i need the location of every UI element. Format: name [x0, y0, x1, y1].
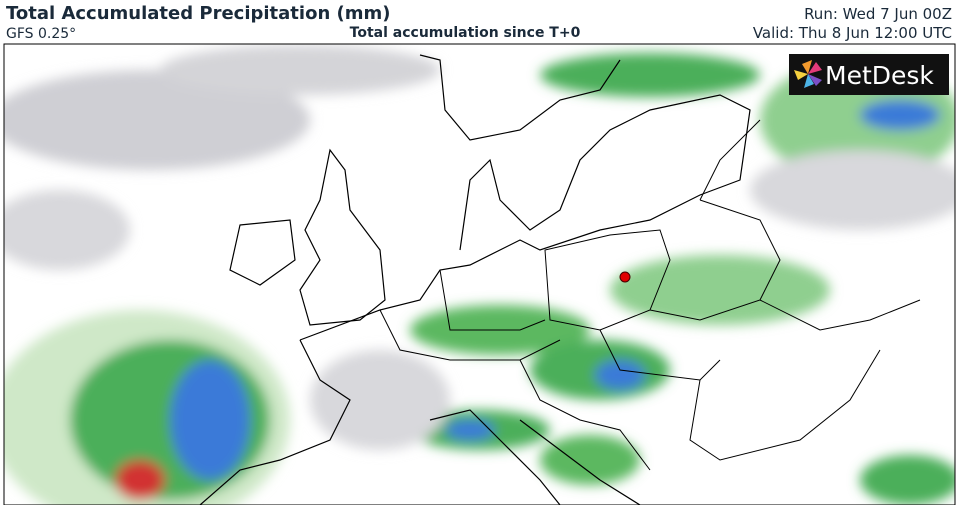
valid-time: Valid: Thu 8 Jun 12:00 UTC	[753, 24, 952, 42]
map	[4, 44, 955, 505]
model: GFS 0.25°	[6, 26, 76, 42]
subtitle: Total accumulation since T+0	[350, 25, 581, 41]
logo: MetDesk	[789, 54, 949, 95]
map-frame	[3, 43, 956, 505]
logo-text: MetDesk	[825, 61, 934, 90]
run-time: Run: Wed 7 Jun 00Z	[804, 5, 952, 23]
location-marker	[619, 271, 631, 283]
title: Total Accumulated Precipitation (mm)	[6, 3, 391, 24]
logo-icon	[794, 60, 822, 88]
borders	[379, 119, 921, 471]
coastlines	[199, 54, 751, 505]
